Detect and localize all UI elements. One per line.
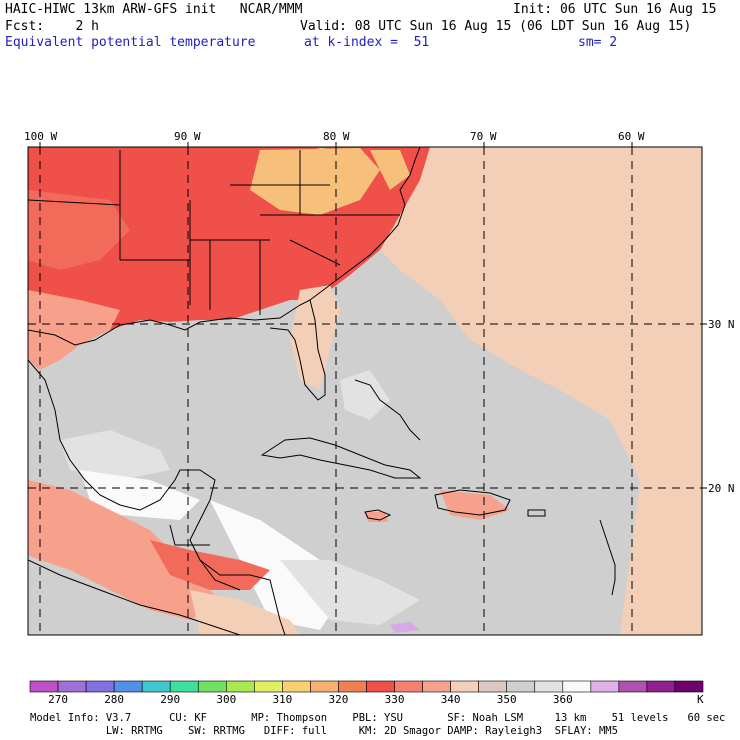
- colorbar-swatch: [197, 680, 227, 693]
- colorbar-swatch: [57, 680, 87, 693]
- colorbar-tick-label: 350: [496, 693, 517, 706]
- colorbar-swatch: [338, 680, 367, 693]
- colorbar-tick-label: 290: [160, 693, 181, 706]
- colorbar-swatch: [506, 680, 536, 693]
- appalachian-orange-patch: [250, 148, 380, 215]
- florida-tan: [290, 285, 340, 390]
- south-lavender-patch: [390, 622, 420, 633]
- central-america-borders: [169, 524, 241, 591]
- colorbar-swatch: [562, 680, 592, 693]
- graticule: [28, 147, 702, 635]
- mexico-coast: [28, 359, 286, 635]
- virginia-orange-patch: [370, 150, 410, 190]
- lesser-antilles: [599, 519, 616, 596]
- init-time: Init: 06 UTC Sun 16 Aug 15: [513, 2, 717, 17]
- colorbar-swatch: [478, 680, 508, 693]
- lon-label-90w: 90 W: [174, 130, 201, 143]
- colorbar-tick-label: 280: [104, 693, 125, 706]
- lon-label-60w: 60 W: [618, 130, 645, 143]
- gulf-light-region: [60, 430, 170, 480]
- colorbar-tick-label: 320: [328, 693, 349, 706]
- lon-label-100w: 100 W: [24, 130, 58, 143]
- colorbar-swatch: [618, 680, 648, 693]
- colorbar-swatch: [366, 680, 395, 693]
- atlantic-peach-band: [520, 230, 702, 430]
- central-america-tan: [190, 590, 300, 635]
- colorbar-swatch: [422, 680, 451, 693]
- colorbar-unit: K: [697, 693, 704, 706]
- colorbar-tick-label: 300: [216, 693, 237, 706]
- hispaniola-outline: [434, 489, 511, 516]
- mexico-warm-region: [28, 480, 220, 620]
- colorbar-swatch: [282, 680, 311, 693]
- jamaica-warm-patch: [365, 512, 388, 522]
- cuba-outline: [260, 437, 422, 479]
- level-index: at k-index = 51: [304, 35, 430, 50]
- us-orange-patches: [28, 190, 130, 270]
- colorbar-swatch: [254, 680, 283, 693]
- lon-label-80w: 80 W: [323, 130, 350, 143]
- colorbar-swatch: [113, 680, 143, 693]
- colorbar-swatch: [534, 680, 564, 693]
- model-info-line1: Model Info: V3.7 CU: KF MP: Thompson PBL…: [30, 712, 726, 724]
- lat-label-20n: 20 N: [708, 482, 735, 495]
- yucatan-white-patch: [80, 470, 200, 520]
- field-name: Equivalent potential temperature: [5, 35, 256, 50]
- smoothing-value: sm= 2: [578, 35, 618, 50]
- colorbar-tick-label: 310: [272, 693, 293, 706]
- colorbar-swatch: [450, 680, 479, 693]
- lat-label-30n: 30 N: [708, 318, 735, 331]
- bahamas-outline: [354, 379, 421, 441]
- map-frame: [27, 146, 703, 636]
- bahamas-light-patch: [340, 370, 390, 420]
- texas-coast-band: [28, 290, 120, 370]
- valid-time: Valid: 08 UTC Sun 16 Aug 15 (06 LDT Sun …: [300, 19, 692, 34]
- puerto-rico-outline: [527, 509, 546, 517]
- colorbar: [29, 680, 704, 693]
- us-east-coast: [309, 147, 421, 301]
- top-ticks: [39, 142, 707, 489]
- colorbar-swatch: [674, 680, 704, 693]
- colorbar-swatch: [646, 680, 676, 693]
- lon-label-70w: 70 W: [470, 130, 497, 143]
- central-america-hot-patch: [150, 540, 270, 590]
- colorbar-swatch: [169, 680, 199, 693]
- colorbar-swatch: [29, 680, 59, 693]
- colorbar-tick-label: 330: [384, 693, 405, 706]
- model-info-line2: LW: RRTMG SW: RRTMG DIFF: full KM: 2D Sm…: [30, 725, 618, 737]
- colorbar-swatch: [141, 680, 171, 693]
- theta-e-field: [28, 147, 702, 635]
- central-america-pacific: [28, 559, 241, 635]
- colorbar-tick-label: 270: [48, 693, 68, 706]
- south-caribbean-light-patch: [280, 560, 420, 625]
- caribbean-white-patch: [210, 500, 340, 630]
- colorbar-swatch: [590, 680, 620, 693]
- colorbar-swatch: [310, 680, 339, 693]
- forecast-hour: Fcst: 2 h: [5, 19, 99, 34]
- coastlines: [28, 147, 616, 635]
- colorbar-swatch: [85, 680, 115, 693]
- chart-title: HAIC-HIWC 13km ARW-GFS init NCAR/MMM: [5, 2, 303, 17]
- colorbar-tick-label: 340: [440, 693, 461, 706]
- us-state-lines: [28, 150, 400, 315]
- colorbar-tick-label: 360: [552, 693, 573, 706]
- jamaica-outline: [364, 509, 392, 521]
- colorbar-swatch: [225, 680, 255, 693]
- colorbar-swatch: [394, 680, 423, 693]
- us-gulf-coast: [28, 299, 326, 401]
